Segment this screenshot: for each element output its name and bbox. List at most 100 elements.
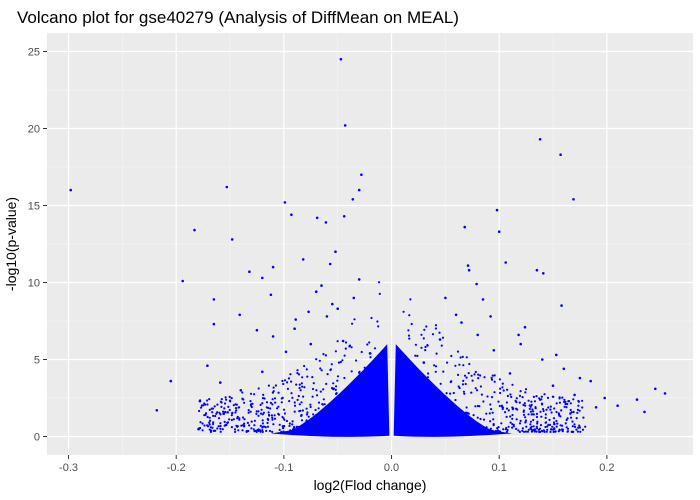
data-point [561, 428, 564, 431]
data-point [544, 421, 547, 424]
data-point [463, 225, 467, 229]
data-point [350, 346, 353, 349]
data-point [426, 418, 429, 421]
data-point [366, 400, 369, 403]
data-point [563, 405, 566, 408]
data-point [309, 405, 312, 409]
data-point [485, 412, 488, 415]
data-point [328, 406, 331, 409]
data-point [517, 333, 520, 337]
data-point [504, 261, 508, 264]
data-point [255, 328, 259, 332]
data-point [566, 430, 570, 433]
x-tick-label: -0.1 [274, 462, 293, 474]
data-point [569, 412, 572, 415]
data-point [483, 376, 486, 379]
data-point [155, 409, 159, 412]
data-point [290, 392, 293, 395]
data-point [518, 401, 521, 404]
data-point [351, 198, 355, 201]
data-point [565, 406, 568, 409]
data-point [559, 424, 562, 427]
data-point [441, 336, 445, 339]
data-point [438, 338, 442, 341]
data-point [288, 424, 291, 427]
data-point [542, 408, 545, 411]
data-point [348, 418, 351, 421]
data-point [486, 430, 489, 433]
data-point [511, 413, 514, 417]
data-point [489, 315, 492, 318]
data-point [261, 413, 264, 416]
data-point [536, 420, 539, 423]
data-point [439, 382, 442, 385]
data-point [429, 428, 433, 432]
data-point [304, 430, 307, 433]
data-point [367, 374, 371, 377]
data-point [363, 428, 366, 431]
data-point [419, 419, 422, 422]
data-point [408, 337, 411, 340]
data-point [354, 428, 357, 431]
data-point [489, 427, 492, 430]
data-point [306, 375, 309, 378]
data-point [224, 423, 227, 426]
data-point [535, 268, 539, 272]
data-point [409, 375, 413, 378]
data-point [336, 379, 339, 382]
data-point [479, 385, 482, 388]
data-point [544, 425, 547, 429]
data-point [247, 411, 250, 414]
data-point [476, 389, 479, 392]
data-point [261, 429, 264, 432]
data-point [470, 374, 473, 377]
data-point [504, 411, 507, 414]
data-point [532, 425, 535, 428]
data-point [433, 404, 436, 407]
data-point [334, 430, 337, 433]
data-point [223, 420, 226, 423]
data-point [374, 394, 377, 397]
data-point [206, 364, 209, 368]
data-point [440, 417, 443, 421]
data-point [552, 421, 556, 424]
data-point [343, 406, 346, 409]
data-point [419, 426, 422, 429]
data-point [261, 370, 264, 374]
data-point [239, 389, 243, 392]
data-point [456, 350, 460, 353]
data-point [230, 238, 234, 241]
data-point [522, 430, 526, 433]
data-point [564, 402, 567, 406]
data-point [340, 421, 343, 424]
data-point [501, 405, 504, 408]
data-point [544, 413, 547, 416]
data-point [214, 414, 217, 418]
data-point [230, 397, 233, 400]
data-point [552, 430, 555, 433]
data-point [343, 376, 346, 380]
data-point [318, 359, 321, 362]
data-point [553, 423, 556, 426]
data-point [515, 397, 518, 400]
data-point [267, 406, 270, 409]
data-point [273, 414, 276, 417]
data-point [501, 382, 504, 385]
data-point [317, 420, 320, 423]
data-point [330, 386, 334, 390]
data-point [444, 430, 447, 433]
data-point [549, 408, 552, 411]
data-point [552, 395, 555, 398]
data-point [228, 399, 232, 402]
data-point [450, 354, 453, 358]
data-point [334, 250, 337, 253]
data-point [320, 369, 323, 372]
data-point [296, 369, 299, 372]
data-point [358, 418, 361, 421]
data-point [422, 337, 425, 340]
data-point [509, 415, 512, 418]
data-point [335, 385, 338, 388]
data-point [369, 356, 372, 359]
data-point [328, 262, 332, 266]
data-point [369, 391, 372, 394]
